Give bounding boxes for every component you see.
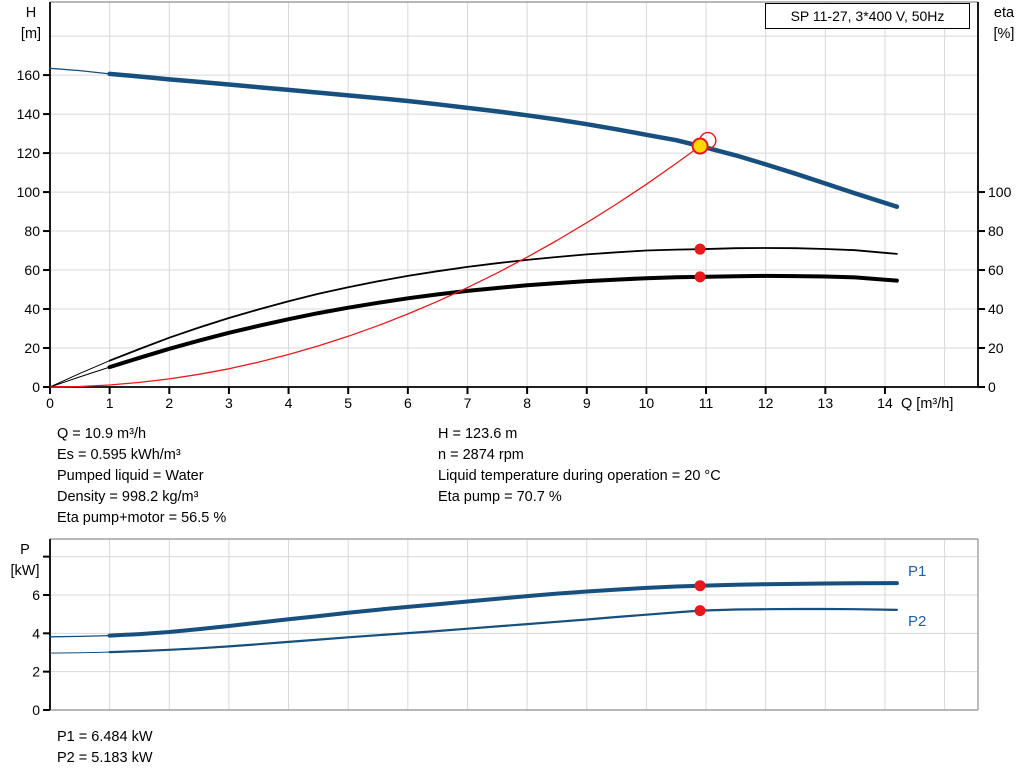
eta-pump-motor-point-marker	[694, 271, 706, 283]
hq-chart-x-tick-label: 3	[225, 395, 233, 411]
hq-chart-x-tick-label: 9	[583, 395, 591, 411]
info-liquid-temp: Liquid temperature during operation = 20…	[438, 468, 721, 484]
p-axis-label: P [kW]	[3, 540, 47, 582]
p-axis-label-line2: [kW]	[10, 563, 40, 579]
hq-chart-y-tick-label: 160	[17, 67, 41, 83]
p1-curve-label: P1	[908, 563, 927, 580]
hq-chart-x-tick-label: 11	[699, 395, 714, 411]
power-chart-y-tick-label: 6	[32, 587, 40, 603]
hq-chart-x-tick-label: 1	[106, 395, 114, 411]
hq-chart-x-tick-label: 2	[165, 395, 173, 411]
info-speed: n = 2874 rpm	[438, 447, 524, 463]
hq-chart-x-tick-label: 0	[46, 395, 54, 411]
hq-chart-y-right-tick-label: 40	[988, 301, 1004, 317]
power-chart-y-tick-label: 0	[32, 702, 40, 718]
operating-data-left: Q = 10.9 m³/h Es = 0.595 kWh/m³ Pumped l…	[57, 424, 226, 529]
hq-chart-y-right-tick-label: 0	[988, 379, 996, 395]
p2-curve-label: P2	[908, 613, 927, 630]
eta-pump-point-marker	[694, 243, 706, 255]
eta-pump-curve	[108, 247, 898, 362]
p2-curve	[108, 607, 899, 654]
q-axis-label: Q [m³/h]	[901, 396, 954, 412]
hq-chart-y-tick-label: 80	[24, 223, 40, 239]
hq-chart-y-tick-label: 0	[32, 379, 40, 395]
p1-curve	[107, 581, 899, 638]
info-flow: Q = 10.9 m³/h	[57, 426, 147, 442]
eta-axis-label: eta [%]	[984, 3, 1024, 45]
hq-curve-thin	[49, 67, 111, 75]
hq-chart-x-tick-label: 14	[877, 395, 893, 411]
hq-chart-x-tick-label: 6	[404, 395, 412, 411]
hq-chart-y-right-tick-label: 80	[988, 223, 1004, 239]
hq-chart-y-tick-label: 100	[17, 184, 41, 200]
hq-chart-y-tick-label: 120	[17, 145, 41, 161]
p2-point-marker	[694, 605, 706, 617]
hq-chart-x-tick-label: 7	[464, 395, 472, 411]
info-specific-energy: Es = 0.595 kWh/m³	[57, 447, 181, 463]
info-p1: P1 = 6.484 kW	[57, 729, 153, 745]
hq-chart-y-right-tick-label: 60	[988, 262, 1004, 278]
h-axis-label-line2: [m]	[20, 26, 42, 42]
eta-pump-motor-curve	[107, 273, 899, 370]
h-axis-label-line1: H	[25, 5, 37, 21]
duty-point-marker	[691, 137, 709, 155]
info-head: H = 123.6 m	[438, 426, 518, 442]
operating-data-right: H = 123.6 m n = 2874 rpm Liquid temperat…	[438, 424, 721, 508]
eta-axis-label-line1: eta	[993, 5, 1015, 21]
hq-chart-y-tick-label: 40	[24, 301, 40, 317]
system-curve	[49, 145, 701, 388]
info-eta-pump: Eta pump = 70.7 %	[438, 489, 562, 505]
eta-axis-label-line2: [%]	[993, 26, 1015, 42]
p1-point-marker	[694, 580, 706, 592]
hq-chart-y-tick-label: 140	[17, 106, 41, 122]
eta-pump-curve-thin	[49, 360, 111, 388]
info-density: Density = 998.2 kg/m³	[57, 489, 199, 505]
hq-chart-y-right-tick-label: 20	[988, 340, 1004, 356]
p-axis-label-line1: P	[20, 542, 30, 558]
power-chart-y-tick-label: 2	[32, 664, 40, 680]
power-data: P1 = 6.484 kW P2 = 5.183 kW	[57, 727, 153, 769]
info-pumped-liquid: Pumped liquid = Water	[57, 468, 204, 484]
eta-pump-motor-curve-thin	[49, 366, 111, 388]
hq-chart-x-tick-label: 5	[344, 395, 352, 411]
p1-curve-thin	[49, 634, 111, 638]
p2-curve-thin	[49, 651, 111, 654]
hq-chart-x-tick-label: 8	[523, 395, 531, 411]
hq-chart-y-right-tick-label: 100	[988, 184, 1012, 200]
hq-chart-x-tick-label: 13	[818, 395, 834, 411]
h-axis-label: H [m]	[10, 3, 52, 45]
info-p2: P2 = 5.183 kW	[57, 750, 153, 766]
hq-curve	[107, 71, 900, 209]
hq-chart-y-tick-label: 60	[24, 262, 40, 278]
pump-title: SP 11-27, 3*400 V, 50Hz	[765, 3, 970, 29]
hq-chart-x-tick-label: 10	[639, 395, 655, 411]
power-chart-y-tick-label: 4	[32, 625, 40, 641]
info-eta-pump-motor: Eta pump+motor = 56.5 %	[57, 510, 227, 526]
hq-chart-x-tick-label: 12	[758, 395, 774, 411]
hq-chart-x-tick-label: 4	[285, 395, 293, 411]
hq-chart-y-tick-label: 20	[24, 340, 40, 356]
